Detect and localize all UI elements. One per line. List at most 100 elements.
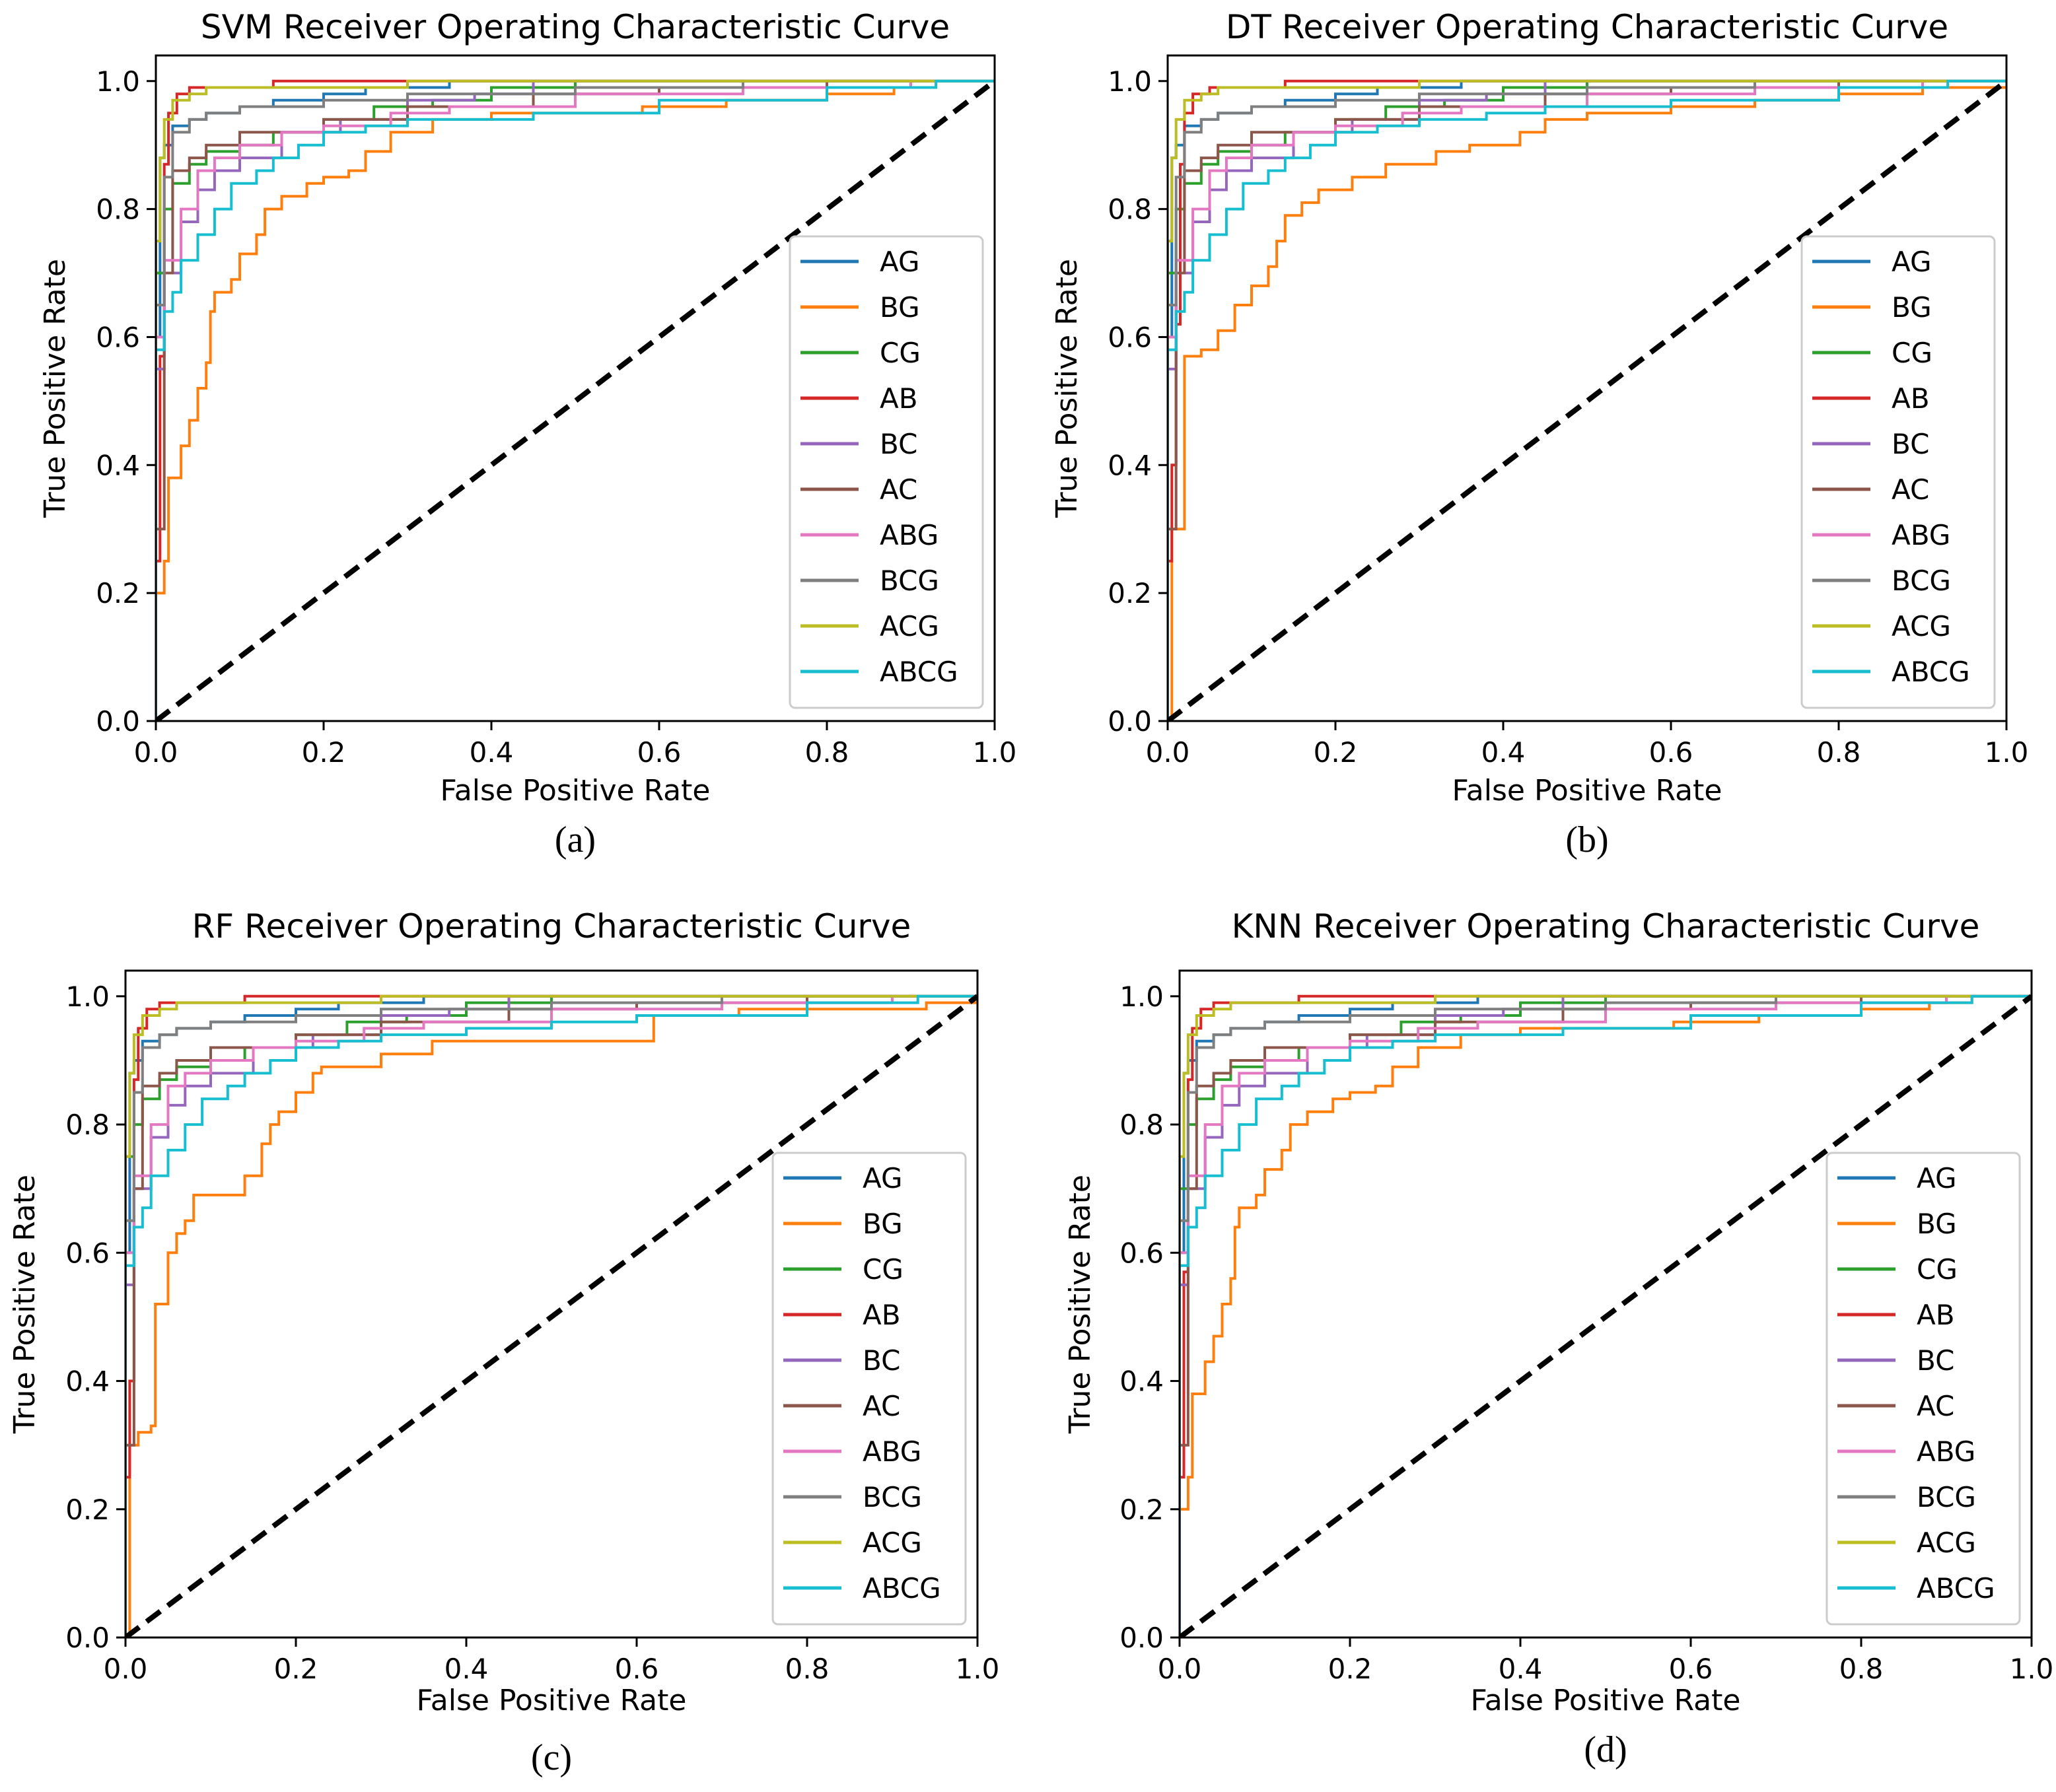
legend: AG BG CG AB BC AC ABG BCG ACG ABCG [1800, 235, 1996, 709]
y-tick-label: 1.0 [65, 981, 110, 1013]
y-tick-label: 0.4 [96, 449, 140, 481]
legend-label-bc: BC [1892, 428, 1929, 460]
x-tick-label: 0.6 [1649, 736, 1693, 769]
legend-label-bg: BG [1892, 291, 1932, 324]
y-tick-label: 0.0 [1108, 705, 1152, 738]
axes-frame [1178, 969, 2033, 1639]
x-tick-label: 1.0 [973, 736, 1017, 769]
x-tick-label: 0.2 [1328, 1653, 1372, 1685]
reference-diagonal-line [1180, 994, 2032, 1637]
axes-frame [1166, 54, 2008, 722]
series-line-abg [1168, 79, 2006, 721]
legend-label-cg: CG [880, 337, 921, 369]
legend-label-abg: ABG [863, 1435, 921, 1468]
roc-panel-3: RF Receiver Operating Characteristic Cur… [8, 907, 999, 1778]
panel-caption: (c) [531, 1737, 572, 1778]
legend-label-bcg: BCG [863, 1481, 922, 1513]
series-line-abcg [1180, 994, 2032, 1637]
legend-label-abcg: ABCG [1917, 1572, 1995, 1604]
legend-label-ac: AC [863, 1390, 900, 1422]
y-tick-label: 0.0 [1119, 1622, 1164, 1654]
x-tick-label: 0.8 [785, 1653, 830, 1685]
x-tick-label: 0.2 [1314, 736, 1358, 769]
y-tick-label: 0.6 [65, 1237, 110, 1269]
axes-frame [155, 54, 996, 722]
y-tick-label: 0.8 [1108, 193, 1152, 226]
series-line-ac [1180, 994, 2032, 1637]
legend-label-ac: AC [1892, 473, 1929, 506]
x-axis-label: False Positive Rate [1452, 774, 1722, 808]
reference-diagonal-line [1168, 79, 2006, 721]
x-tick-label: 1.0 [956, 1653, 1000, 1685]
y-tick-label: 0.2 [65, 1494, 110, 1526]
y-tick-label: 0.4 [65, 1365, 110, 1398]
x-tick-label: 0.4 [470, 736, 514, 769]
series-group [1180, 994, 2032, 1637]
series-line-ac [156, 79, 995, 721]
series-line-acg [125, 994, 977, 1637]
series-line-bg [1168, 86, 2006, 721]
legend-label-bc: BC [863, 1344, 900, 1377]
y-tick-label: 0.0 [96, 705, 140, 738]
y-axis-label: True Positive Rate [1050, 259, 1084, 518]
x-tick-label: 0.6 [615, 1653, 659, 1685]
legend-label-bcg: BCG [1917, 1481, 1976, 1513]
x-tick-label: 0.2 [274, 1653, 318, 1685]
y-tick-label: 1.0 [96, 65, 140, 98]
series-line-acg [1168, 79, 2006, 721]
y-tick-label: 0.6 [96, 321, 140, 353]
x-tick-label: 1.0 [1985, 736, 2029, 769]
series-line-ac [125, 994, 977, 1637]
legend-label-ag: AG [1917, 1162, 1957, 1194]
y-axis-label: True Positive Rate [38, 259, 72, 518]
legend-label-acg: ACG [1892, 610, 1951, 642]
y-tick-label: 1.0 [1108, 65, 1152, 98]
legend-label-ag: AG [863, 1162, 903, 1194]
y-tick-label: 0.2 [1119, 1494, 1164, 1526]
legend-label-ag: AG [1892, 246, 1932, 278]
series-line-acg [1180, 994, 2032, 1637]
legend-label-ac: AC [880, 473, 917, 506]
chart-title: KNN Receiver Operating Characteristic Cu… [1232, 907, 1980, 946]
legend-label-ab: AB [1917, 1299, 1955, 1331]
series-line-bg [156, 79, 995, 721]
legend-label-ab: AB [863, 1299, 901, 1331]
series-line-acg [156, 79, 995, 721]
legend-label-cg: CG [1892, 337, 1932, 369]
x-tick-label: 1.0 [2010, 1653, 2054, 1685]
y-tick-label: 0.4 [1108, 449, 1152, 481]
legend-label-ab: AB [1892, 382, 1930, 415]
x-tick-label: 0.8 [1839, 1653, 1884, 1685]
legend-label-acg: ACG [1917, 1527, 1976, 1559]
series-line-bg [125, 996, 977, 1637]
x-axis-label: False Positive Rate [1471, 1684, 1741, 1717]
legend: AG BG CG AB BC AC ABG BCG ACG ABCG [789, 235, 984, 709]
legend-label-ac: AC [1917, 1390, 1954, 1422]
legend-label-abg: ABG [1892, 519, 1950, 551]
legend-label-abcg: ABCG [1892, 656, 1970, 688]
chart-title: RF Receiver Operating Characteristic Cur… [192, 907, 911, 946]
y-axis-label: True Positive Rate [8, 1175, 42, 1434]
x-tick-label: 0.4 [444, 1653, 489, 1685]
legend-label-cg: CG [1917, 1253, 1958, 1286]
series-line-abcg [156, 79, 995, 721]
series-line-abg [125, 994, 977, 1637]
y-tick-label: 0.8 [96, 193, 140, 226]
x-tick-label: 0.6 [637, 736, 682, 769]
y-tick-label: 0.4 [1119, 1365, 1164, 1398]
y-axis-label: True Positive Rate [1063, 1175, 1097, 1434]
y-tick-label: 0.8 [1119, 1109, 1164, 1141]
legend-label-bc: BC [1917, 1344, 1954, 1377]
x-tick-label: 0.4 [1481, 736, 1526, 769]
legend: AG BG CG AB BC AC ABG BCG ACG ABCG [1826, 1152, 2021, 1626]
y-tick-label: 0.0 [65, 1622, 110, 1654]
roc-panel-2: DT Receiver Operating Characteristic Cur… [1050, 8, 2028, 860]
legend-label-cg: CG [863, 1253, 904, 1286]
series-line-bcg [125, 994, 977, 1637]
legend-label-acg: ACG [863, 1527, 922, 1559]
legend-label-bc: BC [880, 428, 917, 460]
roc-panel-4: KNN Receiver Operating Characteristic Cu… [1063, 907, 2053, 1770]
chart-title: SVM Receiver Operating Characteristic Cu… [201, 8, 950, 46]
